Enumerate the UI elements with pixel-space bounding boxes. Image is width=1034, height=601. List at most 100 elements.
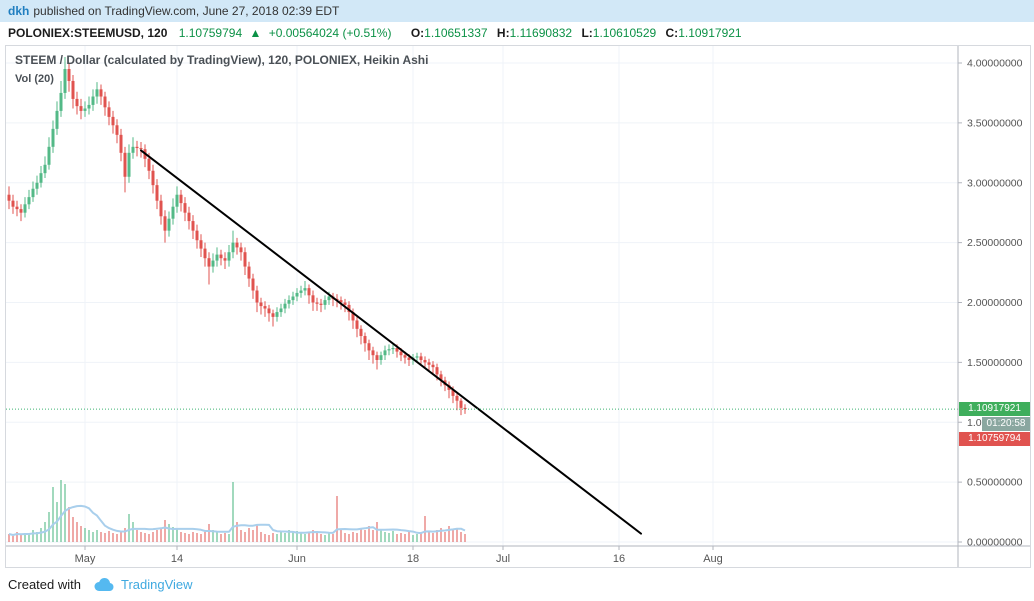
candle-body xyxy=(299,290,303,293)
volume-bar xyxy=(328,533,330,542)
volume-bar xyxy=(392,531,394,542)
volume-bar xyxy=(444,532,446,542)
candle-body xyxy=(367,343,371,351)
volume-bar xyxy=(76,522,78,542)
candle-body xyxy=(267,308,271,314)
volume-bar xyxy=(456,528,458,542)
candle-body xyxy=(191,221,195,231)
candle-body xyxy=(11,200,15,207)
volume-bar xyxy=(428,532,430,542)
volume-bar xyxy=(84,528,86,542)
candle-body xyxy=(99,89,103,97)
bar-countdown-badge: 01:20:58 xyxy=(982,417,1030,431)
volume-bar xyxy=(168,524,170,542)
candle-body xyxy=(387,349,391,351)
volume-bar xyxy=(284,533,286,542)
volume-bar xyxy=(112,533,114,542)
candle-body xyxy=(415,356,419,358)
candle-body xyxy=(111,116,115,126)
candle-body xyxy=(399,351,403,356)
candle-body xyxy=(223,258,227,261)
candle-body xyxy=(171,206,175,219)
volume-bar xyxy=(312,530,314,542)
x-axis-label: 14 xyxy=(171,553,183,565)
candle-body xyxy=(463,407,467,410)
footer: Created with TradingView xyxy=(0,568,1034,601)
candle-body xyxy=(39,173,43,183)
volume-bar xyxy=(232,482,234,542)
volume-bar xyxy=(440,528,442,542)
volume-bar xyxy=(16,532,18,542)
x-axis-label: Jun xyxy=(288,553,306,565)
volume-bar xyxy=(264,534,266,542)
author-link[interactable]: dkh xyxy=(8,4,30,18)
low-label: L: xyxy=(581,26,593,40)
candle-body xyxy=(87,104,91,109)
candle-body xyxy=(55,110,59,129)
volume-bar xyxy=(200,534,202,542)
candle-body xyxy=(147,158,151,171)
candle-body xyxy=(295,292,299,297)
volume-bar xyxy=(188,534,190,542)
volume-ma-line xyxy=(8,504,466,536)
volume-bar xyxy=(36,532,38,542)
open-label: O: xyxy=(410,26,425,40)
candle-body xyxy=(363,336,367,344)
volume-bar xyxy=(144,533,146,542)
volume-bar xyxy=(164,520,166,542)
candle-body xyxy=(279,308,283,313)
volume-bar xyxy=(452,530,454,542)
candle-body xyxy=(231,242,235,253)
tradingview-brand-link[interactable]: TradingView xyxy=(120,577,193,592)
volume-bar xyxy=(412,535,414,542)
candle-body xyxy=(271,313,275,317)
candle-body xyxy=(459,400,463,408)
ticker-bar: POLONIEX:STEEMUSD, 120 1.10759794 ▲ +0.0… xyxy=(0,22,1034,45)
high-label: H: xyxy=(496,26,510,40)
volume-bar xyxy=(324,535,326,542)
candle-body xyxy=(163,216,167,231)
candle-body xyxy=(71,80,75,99)
candle-body xyxy=(431,364,435,368)
candle-body xyxy=(83,108,87,111)
candle-body xyxy=(451,389,455,396)
candle-body xyxy=(343,302,347,305)
volume-bar xyxy=(460,532,462,542)
y-axis-label: 0.00000000 xyxy=(967,537,1023,549)
candle-body xyxy=(159,200,163,217)
candle-body xyxy=(135,146,139,149)
candle-body xyxy=(67,68,71,81)
volume-bar xyxy=(124,528,126,542)
volume-bar xyxy=(400,533,402,542)
y-axis-label: 2.50000000 xyxy=(967,237,1023,249)
candle-body xyxy=(359,328,363,337)
volume-bar xyxy=(104,533,106,542)
volume-bar xyxy=(28,534,30,542)
candle-body xyxy=(283,303,287,309)
volume-bar xyxy=(300,533,302,542)
volume-bar xyxy=(64,484,66,542)
candle-body xyxy=(179,194,183,204)
candle-body xyxy=(251,278,255,291)
candle-body xyxy=(243,252,247,267)
volume-bar xyxy=(352,532,354,542)
candle-body xyxy=(63,68,67,93)
volume-bar xyxy=(228,534,230,542)
candle-body xyxy=(423,359,427,363)
candle-body xyxy=(35,182,39,189)
x-axis-label: Jul xyxy=(496,553,510,565)
candle-body xyxy=(47,146,51,165)
candle-body xyxy=(215,254,219,261)
tradingview-logo-icon[interactable] xyxy=(93,577,115,592)
price-chart-canvas[interactable]: 4.00000000 3.50000000 3.00000000 2.50000000… xyxy=(6,46,1030,567)
volume-bar xyxy=(100,532,102,542)
volume-bar xyxy=(24,533,26,542)
volume-bar xyxy=(52,487,54,542)
volume-bar xyxy=(148,534,150,542)
volume-bar xyxy=(8,534,10,542)
volume-bar xyxy=(304,534,306,542)
candle-body xyxy=(319,303,323,305)
candle-body xyxy=(207,258,211,267)
volume-bar xyxy=(448,526,450,542)
current-price-badge: 1.10917921 xyxy=(959,402,1030,416)
